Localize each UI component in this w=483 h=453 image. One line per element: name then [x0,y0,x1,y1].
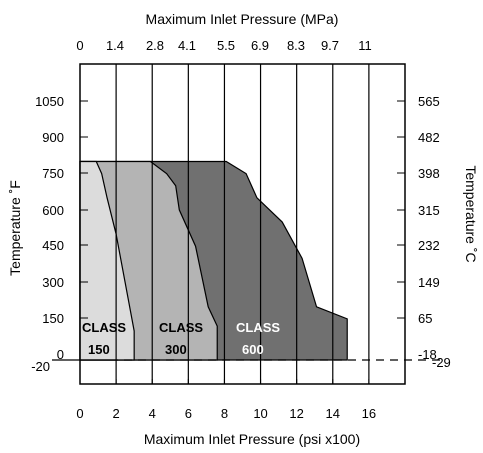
plot-border [79,63,406,385]
top-tick-label: 2.8 [146,38,164,53]
right-tick-label: -18 [418,347,437,362]
series-label-line2: 300 [165,342,187,357]
bottom-tick-label: 2 [112,406,119,421]
top-axis-title: Maximum Inlet Pressure (MPa) [146,11,339,27]
left-tick-label: -20 [31,359,50,374]
series-label-line2: 150 [88,342,110,357]
top-tick-label: 9.7 [321,38,339,53]
class-areas [79,160,348,361]
bottom-tick-label: 8 [221,406,228,421]
left-axis-title: Temperature ˚F [7,180,23,276]
right-tick-label: 232 [418,238,440,253]
bottom-axis-title: Maximum Inlet Pressure (psi x100) [144,431,360,447]
bottom-tick-label: 12 [289,406,303,421]
right-axis-title: Temperature ˚C [463,165,479,262]
top-tick-label: 0 [76,38,83,53]
right-tick-label: 315 [418,203,440,218]
right-tick-label: 65 [418,311,432,326]
top-tick-label: 8.3 [287,38,305,53]
bottom-tick-label: 6 [185,406,192,421]
gridlines [115,64,370,384]
top-tick-label: 1.4 [106,38,124,53]
series-label-line1: CLASS [82,320,126,335]
top-tick-label: 6.9 [251,38,269,53]
right-tick-label: 565 [418,94,440,109]
bottom-tick-label: 0 [76,406,83,421]
left-tick-label: 600 [42,203,64,218]
right-tick-label: 149 [418,275,440,290]
left-tick-label: 0 [57,347,64,362]
left-tick-label: 450 [42,238,64,253]
series-label-line2: 600 [242,342,264,357]
tick-marks [79,100,405,384]
left-tick-label: 900 [42,130,64,145]
left-tick-label: 150 [42,311,64,326]
bottom-tick-label: 4 [149,406,156,421]
left-tick-label: 1050 [35,94,64,109]
top-tick-label: 5.5 [217,38,235,53]
series-label-line1: CLASS [236,320,280,335]
area-class-150 [79,160,135,361]
left-tick-label: 300 [42,275,64,290]
plot-frame [79,63,406,385]
top-tick-label: 11 [358,38,372,53]
left-tick-label: 750 [42,166,64,181]
bottom-tick-label: 10 [253,406,267,421]
right-tick-label: 482 [418,130,440,145]
chart-labels: CLASS 600 CLASS 300 CLASS 150 0 2 4 6 8 10 12 14 16 0 1.… [31,38,451,421]
series-label-line1: CLASS [159,320,203,335]
bottom-tick-label: 14 [326,406,340,421]
right-tick-label: 398 [418,166,440,181]
top-tick-label: 4.1 [178,38,196,53]
bottom-tick-label: 16 [362,406,376,421]
right-tick-label: -29 [432,355,451,370]
